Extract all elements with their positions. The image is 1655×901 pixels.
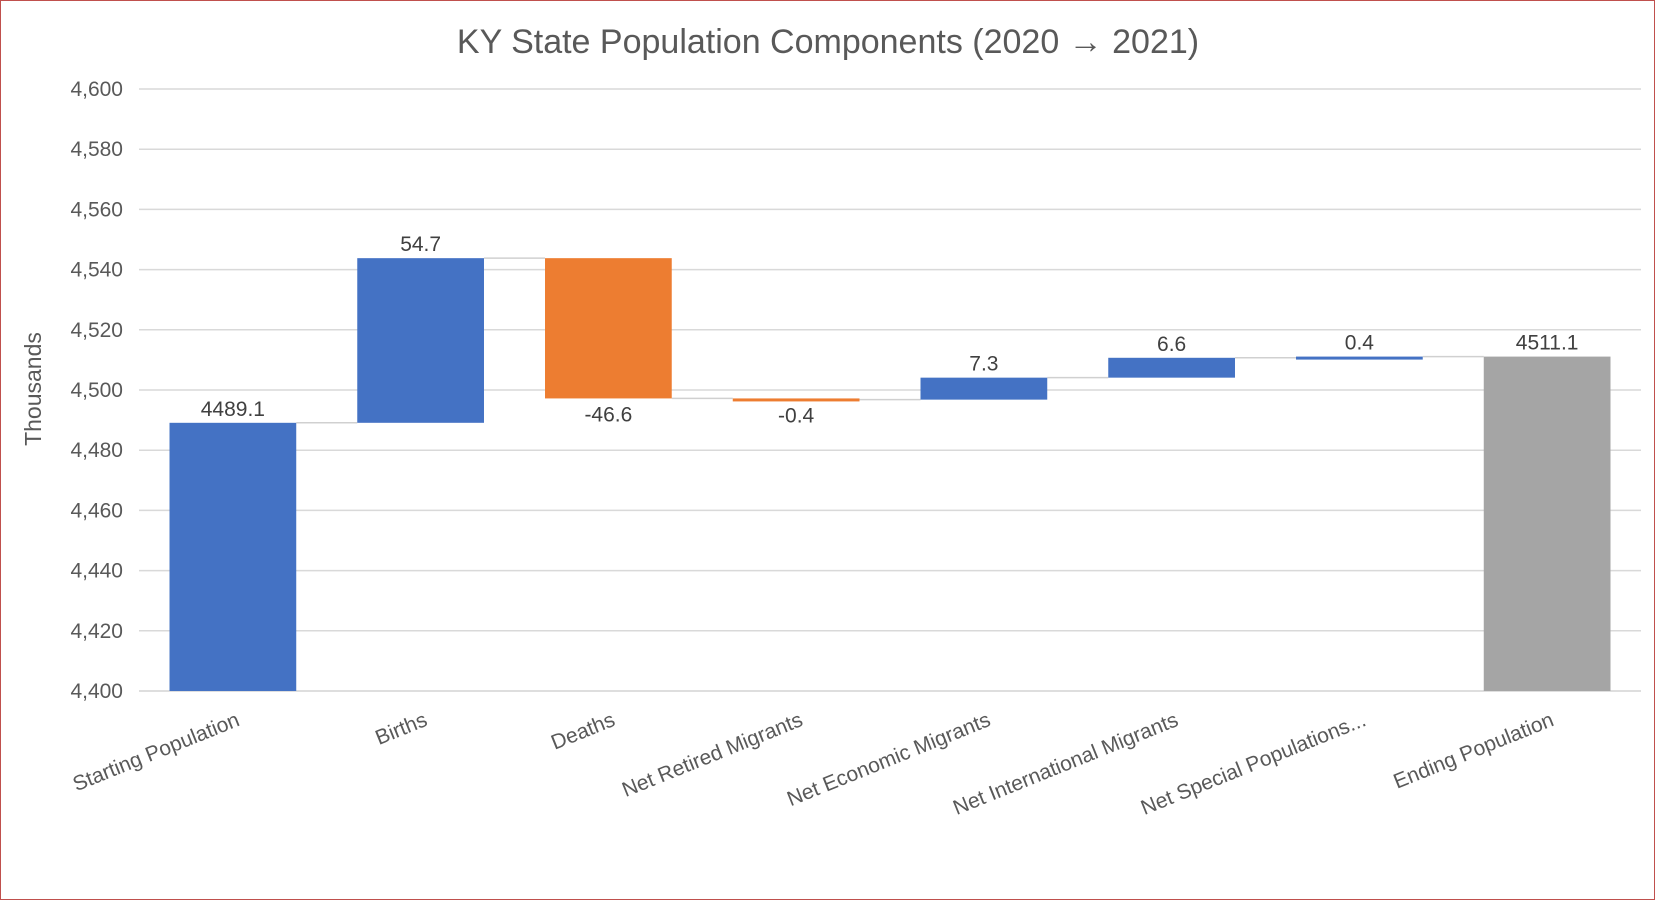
bar-3	[732, 398, 860, 402]
category-label: Starting Population	[70, 708, 243, 796]
bar-2	[545, 258, 672, 399]
y-tick-label: 4,500	[70, 379, 123, 402]
category-label: Births	[372, 708, 430, 749]
y-tick-label: 4,520	[70, 319, 123, 342]
data-label: 0.4	[1345, 332, 1375, 355]
y-tick-label: 4,460	[70, 499, 123, 522]
y-tick-label: 4,580	[70, 138, 123, 161]
bar-6	[1296, 356, 1423, 360]
data-label: 54.7	[400, 233, 441, 256]
bar-7	[1483, 356, 1611, 691]
category-labels: Starting Population Births Deaths Net Retir…	[70, 708, 1557, 819]
data-labels: 4489.1 54.7 -46.6 -0.4 7.3 6.6 0.4 4511.1	[201, 233, 1579, 427]
bar-1	[357, 258, 484, 423]
connectors	[296, 257, 1484, 424]
data-label: -0.4	[778, 405, 815, 428]
category-label: Net Retired Migrants	[619, 708, 806, 801]
data-label: 4511.1	[1516, 332, 1579, 355]
bar-4	[920, 377, 1048, 400]
bar-0	[169, 422, 297, 691]
y-tick-label: 4,440	[70, 560, 123, 583]
data-label: -46.6	[584, 403, 632, 426]
category-label: Deaths	[548, 708, 618, 754]
y-axis-label: Thousands	[20, 332, 46, 446]
y-tick-label: 4,540	[70, 259, 123, 282]
y-tick-label: 4,600	[70, 78, 123, 101]
y-axis-ticks: 4,400 4,420 4,440 4,460 4,480 4,500 4,520 4,540…	[70, 78, 123, 703]
bar-5	[1108, 357, 1235, 378]
data-label: 6.6	[1157, 333, 1186, 356]
y-tick-label: 4,420	[70, 620, 123, 643]
data-label: 4489.1	[201, 398, 265, 421]
chart-title: KY State Population Components (2020 → 2…	[457, 23, 1199, 61]
data-label: 7.3	[969, 353, 998, 376]
y-tick-label: 4,560	[70, 198, 123, 221]
bars	[169, 258, 1611, 691]
y-tick-label: 4,480	[70, 439, 123, 462]
category-label: Ending Population	[1390, 708, 1557, 793]
y-tick-label: 4,400	[70, 680, 123, 703]
